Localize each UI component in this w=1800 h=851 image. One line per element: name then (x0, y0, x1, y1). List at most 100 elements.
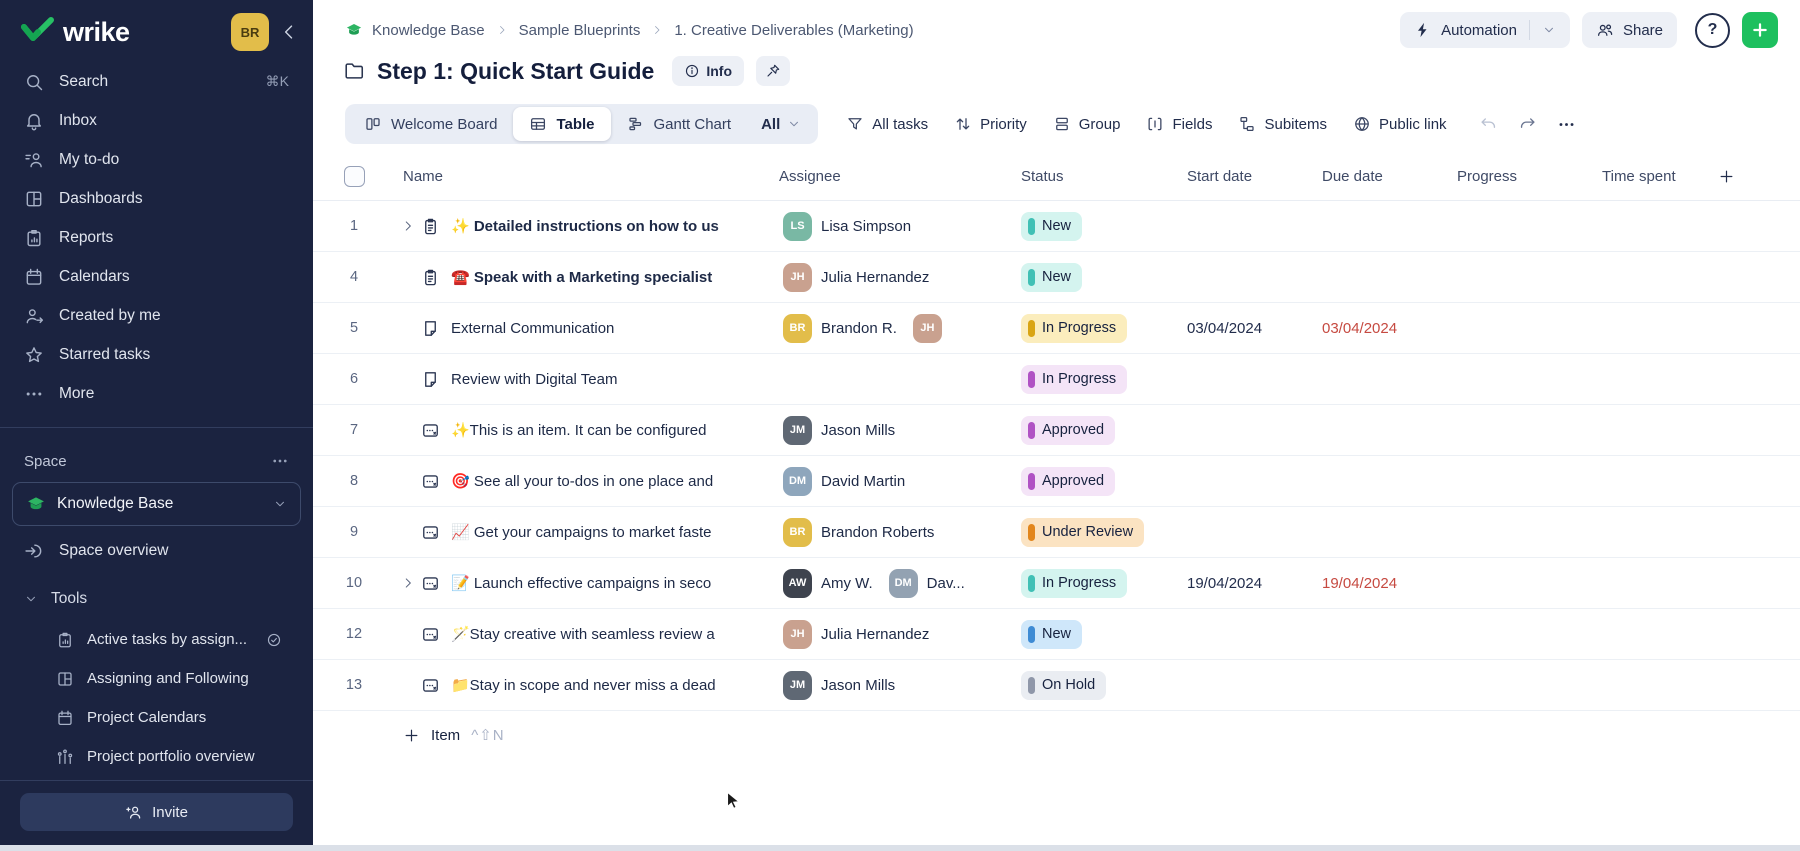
breadcrumb-item[interactable]: 1. Creative Deliverables (Marketing) (674, 21, 914, 39)
status-badge[interactable]: In Progress (1021, 568, 1128, 598)
sidebar-tool-assigning-and-following[interactable]: Assigning and Following (0, 659, 313, 698)
status-badge[interactable]: New (1021, 619, 1083, 649)
toolbar-action-priority[interactable]: Priority (954, 115, 1027, 133)
expand-chevron-icon[interactable] (401, 576, 415, 590)
table-row[interactable]: 10 📝 Launch effective campaigns in seco AW… (313, 558, 1800, 609)
breadcrumb-item[interactable]: Knowledge Base (372, 21, 485, 39)
table-row[interactable]: 12 🪄Stay creative with seamless review a J… (313, 609, 1800, 660)
user-avatar[interactable]: BR (231, 13, 269, 51)
sidebar-item-my-to-do[interactable]: My to-do (0, 140, 313, 179)
automation-button[interactable]: Automation (1400, 12, 1570, 48)
view-tab-table[interactable]: Table (513, 107, 611, 141)
view-tab-gantt-chart[interactable]: Gantt Chart (611, 107, 748, 141)
sidebar-item-dashboards[interactable]: Dashboards (0, 179, 313, 218)
status-badge[interactable]: Approved (1021, 415, 1116, 445)
view-tab-welcome-board[interactable]: Welcome Board (348, 107, 513, 141)
status-badge[interactable]: In Progress (1021, 364, 1128, 394)
sidebar-tool-project-calendars[interactable]: Project Calendars (0, 698, 313, 737)
view-filter-dropdown[interactable]: All (747, 107, 815, 141)
more-options-icon[interactable] (1557, 115, 1576, 134)
toolbar-action-public-link[interactable]: Public link (1353, 115, 1447, 133)
column-header-name[interactable]: Name (403, 167, 444, 185)
add-column-button[interactable] (1718, 168, 1735, 185)
sidebar-section-tools[interactable]: Tools (0, 578, 313, 620)
assignee-cell[interactable]: BR Brandon Roberts (771, 517, 1013, 547)
table-row[interactable]: 1 ✨ Detailed instructions on how to us LS L… (313, 201, 1800, 252)
table-row[interactable]: 13 📁Stay in scope and never miss a dead JM… (313, 660, 1800, 711)
space-selector[interactable]: Knowledge Base (12, 482, 301, 526)
sidebar-item-space-overview[interactable]: Space overview (0, 528, 313, 574)
sidebar-collapse-icon[interactable] (279, 22, 299, 42)
table-row[interactable]: 4 ☎️ Speak with a Marketing specialist JH J… (313, 252, 1800, 303)
redo-icon[interactable] (1518, 115, 1537, 134)
status-badge[interactable]: New (1021, 211, 1083, 241)
expand-chevron-icon[interactable] (401, 219, 415, 233)
toolbar-action-all-tasks[interactable]: All tasks (846, 115, 928, 133)
column-header-start-date[interactable]: Start date (1187, 167, 1253, 185)
assignee-cell[interactable]: JH Julia Hernandez (771, 262, 1013, 292)
task-title[interactable]: 🎯 See all your to-dos in one place and (451, 473, 714, 490)
sidebar-item-reports[interactable]: Reports (0, 218, 313, 257)
status-badge[interactable]: Under Review (1021, 517, 1145, 547)
sidebar-tool-project-portfolio-overview[interactable]: Project portfolio overview (0, 737, 313, 776)
start-date[interactable]: 03/04/2024 (1187, 319, 1263, 337)
sidebar-tool-active-tasks-by-assign[interactable]: Active tasks by assign... (0, 620, 313, 659)
sidebar-item-created-by-me[interactable]: Created by me (0, 296, 313, 335)
sidebar-item-search[interactable]: Search ⌘K (0, 62, 313, 101)
status-badge[interactable]: In Progress (1021, 313, 1128, 343)
select-all-checkbox[interactable] (313, 165, 395, 187)
status-badge[interactable]: On Hold (1021, 670, 1107, 700)
status-badge[interactable]: Approved (1021, 466, 1116, 496)
column-header-due-date[interactable]: Due date (1322, 167, 1383, 185)
create-new-button[interactable] (1742, 12, 1778, 48)
table-row[interactable]: 8 🎯 See all your to-dos in one place and D… (313, 456, 1800, 507)
table-row[interactable]: 9 📈 Get your campaigns to market faste BR B… (313, 507, 1800, 558)
task-title[interactable]: ✨ Detailed instructions on how to us (451, 218, 719, 235)
sidebar-item-starred-tasks[interactable]: Starred tasks (0, 335, 313, 374)
column-header-time-spent[interactable]: Time spent (1602, 167, 1676, 185)
invite-button[interactable]: Invite (20, 793, 293, 831)
task-title[interactable]: 📁Stay in scope and never miss a dead (451, 677, 716, 694)
column-header-assignee[interactable]: Assignee (779, 167, 841, 185)
assignee-cell[interactable]: JM Jason Mills (771, 670, 1013, 700)
share-button[interactable]: Share (1581, 12, 1677, 48)
table-row[interactable]: 5 External Communication BR Brandon R. JH In … (313, 303, 1800, 354)
task-title[interactable]: ✨This is an item. It can be configured (451, 422, 707, 439)
status-badge[interactable]: New (1021, 262, 1083, 292)
start-date[interactable]: 19/04/2024 (1187, 574, 1263, 592)
add-item-row[interactable]: Item ^⇧N (313, 711, 1800, 744)
chevron-down-icon[interactable] (1542, 23, 1556, 37)
column-header-status[interactable]: Status (1021, 167, 1064, 185)
due-date[interactable]: 19/04/2024 (1322, 574, 1398, 592)
task-title[interactable]: External Communication (451, 319, 615, 337)
toolbar-action-subitems[interactable]: Subitems (1238, 115, 1327, 133)
task-title[interactable]: 📝 Launch effective campaigns in seco (451, 575, 712, 592)
assignee-cell[interactable]: DM David Martin (771, 466, 1013, 496)
task-title[interactable]: ☎️ Speak with a Marketing specialist (451, 269, 713, 286)
task-title[interactable]: Review with Digital Team (451, 370, 618, 388)
info-button[interactable]: Info (672, 56, 744, 86)
assignee-cell[interactable]: LS Lisa Simpson (771, 211, 1013, 241)
wrike-logo[interactable]: wrike (20, 17, 221, 48)
toolbar-action-fields[interactable]: Fields (1146, 115, 1212, 133)
sidebar-item-calendars[interactable]: Calendars (0, 257, 313, 296)
task-title[interactable]: 🪄Stay creative with seamless review a (451, 626, 715, 643)
pin-button[interactable] (756, 56, 790, 86)
help-button[interactable]: ? (1695, 12, 1730, 48)
due-date[interactable]: 03/04/2024 (1322, 319, 1398, 337)
table-row[interactable]: 6 Review with Digital Team In Progress (313, 354, 1800, 405)
breadcrumb-item[interactable]: Sample Blueprints (518, 21, 641, 39)
toolbar-action-group[interactable]: Group (1053, 115, 1120, 133)
assignee-cell[interactable]: BR Brandon R. JH (771, 313, 1013, 343)
assignee-cell[interactable]: JM Jason Mills (771, 415, 1013, 445)
sidebar-item-label: Starred tasks (59, 345, 151, 363)
table-row[interactable]: 7 ✨This is an item. It can be configured J… (313, 405, 1800, 456)
task-title[interactable]: 📈 Get your campaigns to market faste (451, 524, 712, 541)
column-header-progress[interactable]: Progress (1457, 167, 1518, 185)
sidebar-item-more[interactable]: More (0, 374, 313, 413)
undo-icon[interactable] (1479, 115, 1498, 134)
sidebar-item-inbox[interactable]: Inbox (0, 101, 313, 140)
space-menu-icon[interactable] (271, 452, 289, 470)
assignee-cell[interactable]: JH Julia Hernandez (771, 619, 1013, 649)
assignee-cell[interactable]: AW Amy W. DM Dav... (771, 568, 1013, 598)
